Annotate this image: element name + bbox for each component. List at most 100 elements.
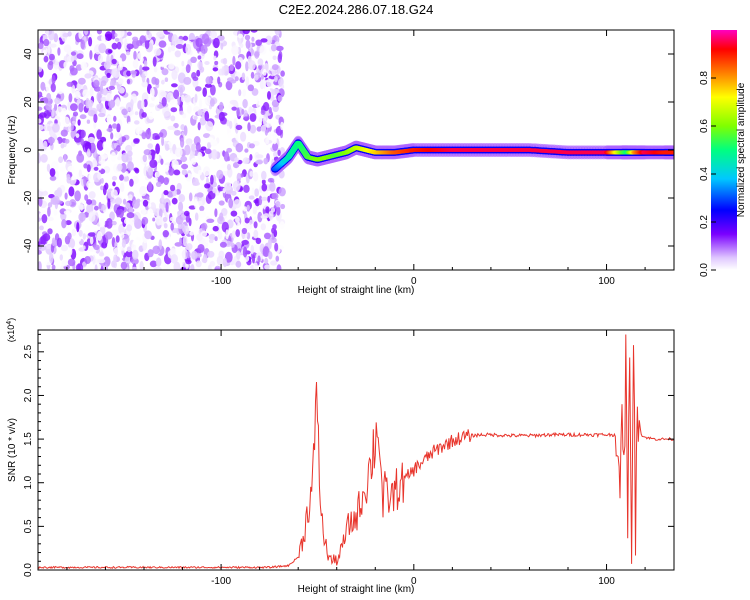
noise-speckle: [104, 182, 109, 190]
noise-speckle: [263, 213, 270, 219]
noise-speckle: [48, 194, 55, 199]
noise-speckle: [57, 88, 64, 94]
noise-speckle: [132, 59, 139, 69]
noise-speckle: [147, 166, 154, 176]
noise-speckle: [140, 99, 145, 110]
noise-speckle: [56, 237, 63, 248]
noise-speckle: [43, 55, 49, 63]
noise-speckle: [115, 209, 122, 216]
noise-speckle: [163, 223, 168, 229]
noise-speckle: [209, 260, 216, 267]
noise-speckle: [47, 43, 51, 54]
noise-speckle: [228, 198, 234, 209]
noise-speckle: [63, 153, 67, 162]
noise-speckle: [264, 264, 271, 270]
noise-speckle: [226, 163, 232, 171]
noise-speckle: [63, 61, 68, 69]
noise-speckle: [209, 238, 214, 244]
noise-speckle: [240, 131, 247, 142]
noise-speckle: [161, 68, 169, 76]
noise-speckle: [186, 105, 192, 114]
noise-speckle: [250, 30, 258, 33]
noise-speckle: [126, 246, 132, 253]
noise-speckle: [70, 103, 78, 112]
noise-speckle: [84, 141, 92, 153]
noise-speckle: [117, 78, 124, 85]
noise-speckle: [242, 89, 246, 97]
noise-speckle: [202, 87, 207, 97]
noise-speckle: [96, 129, 102, 140]
noise-speckle: [149, 159, 158, 169]
noise-speckle: [267, 177, 274, 183]
noise-speckle: [260, 223, 266, 231]
noise-speckle: [238, 36, 242, 46]
noise-speckle: [210, 139, 218, 147]
noise-speckle: [49, 43, 57, 48]
noise-speckle: [38, 152, 41, 164]
noise-speckle: [234, 76, 239, 82]
noise-speckle: [261, 183, 268, 192]
colorbar-label: Normalized spectral amplitude: [736, 82, 747, 217]
noise-speckle: [49, 175, 57, 181]
noise-speckle: [235, 229, 240, 238]
noise-speckle: [199, 66, 205, 73]
noise-speckle: [222, 187, 226, 194]
noise-speckle: [200, 230, 208, 237]
noise-speckle: [268, 251, 273, 260]
noise-speckle: [201, 222, 208, 231]
noise-speckle: [250, 244, 255, 255]
noise-speckle: [244, 148, 249, 153]
noise-speckle: [210, 84, 216, 96]
noise-speckle: [213, 37, 220, 49]
noise-speckle: [61, 107, 67, 118]
noise-speckle: [173, 129, 181, 136]
noise-speckle: [76, 222, 80, 233]
snr-x-axis-label: Height of straight line (km): [298, 584, 415, 595]
noise-speckle: [242, 206, 248, 212]
noise-speckle: [38, 106, 43, 111]
noise-speckle: [163, 110, 171, 121]
noise-speckle: [245, 76, 250, 87]
noise-speckle: [207, 250, 215, 258]
noise-speckle: [182, 35, 189, 41]
noise-speckle: [270, 44, 277, 52]
noise-speckle: [271, 88, 280, 96]
noise-speckle: [99, 217, 106, 228]
noise-speckle: [132, 38, 140, 49]
noise-speckle: [66, 176, 72, 184]
noise-speckle: [76, 53, 84, 60]
noise-speckle: [229, 99, 238, 105]
noise-speckle: [38, 124, 44, 131]
noise-speckle: [221, 66, 225, 76]
noise-speckle: [262, 68, 267, 76]
noise-speckle: [80, 138, 84, 146]
noise-speckle: [127, 194, 133, 201]
noise-speckle: [168, 63, 175, 70]
noise-speckle: [38, 42, 44, 50]
noise-speckle: [126, 43, 134, 50]
noise-speckle: [131, 257, 139, 265]
noise-speckle: [98, 252, 105, 257]
noise-speckle: [197, 55, 202, 60]
y-tick-label: 0: [23, 147, 34, 153]
noise-speckle: [68, 247, 73, 256]
noise-speckle: [118, 223, 125, 235]
noise-speckle: [114, 197, 123, 205]
noise-speckle: [87, 136, 95, 144]
noise-speckle: [201, 33, 210, 45]
noise-speckle: [142, 154, 147, 163]
noise-speckle: [232, 180, 241, 192]
noise-speckle: [75, 263, 84, 270]
noise-speckle: [171, 44, 176, 52]
noise-speckle: [204, 111, 210, 122]
noise-speckle: [114, 37, 120, 42]
noise-speckle: [229, 30, 233, 36]
noise-speckle: [204, 206, 212, 213]
noise-speckle: [229, 120, 233, 129]
noise-speckle: [218, 200, 225, 206]
noise-speckle: [280, 121, 284, 131]
noise-speckle: [235, 143, 244, 153]
noise-speckle: [57, 47, 61, 56]
noise-speckle: [178, 194, 186, 203]
noise-speckle: [196, 69, 201, 77]
